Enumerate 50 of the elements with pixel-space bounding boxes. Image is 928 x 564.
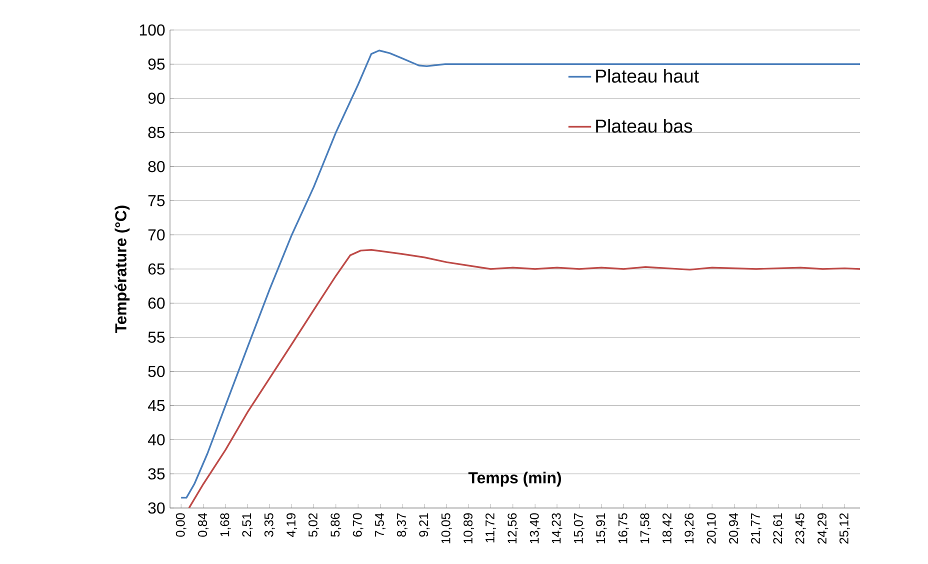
y-tick-label: 70 bbox=[148, 229, 165, 240]
x-tick-label: 1,68 bbox=[220, 513, 231, 536]
x-tick-label: 0,00 bbox=[176, 513, 186, 537]
y-tick-label: 90 bbox=[148, 92, 165, 104]
x-tick-label: 23,45 bbox=[795, 513, 806, 544]
x-tick-label: 8,37 bbox=[396, 513, 408, 537]
y-tick-label: 40 bbox=[148, 434, 165, 446]
x-tick-label: 6,70 bbox=[352, 513, 364, 537]
x-tick-label: 5,86 bbox=[330, 513, 342, 537]
y-axis-title: Température (°C) bbox=[114, 206, 130, 333]
x-tick-label: 14,23 bbox=[552, 513, 562, 544]
x-tick-label: 24,29 bbox=[818, 513, 828, 544]
x-tick-label: 7,54 bbox=[375, 513, 386, 537]
x-tick-label: 12,56 bbox=[508, 513, 518, 544]
x-tick-label: 19,26 bbox=[684, 513, 696, 544]
y-tick-label: 80 bbox=[148, 160, 165, 172]
x-tick-label: 17,58 bbox=[640, 513, 651, 544]
y-tick-label: 35 bbox=[148, 468, 165, 480]
x-tick-label: 0,84 bbox=[198, 513, 209, 537]
x-tick-label: 15,07 bbox=[574, 513, 584, 544]
x-tick-label: 22,61 bbox=[773, 513, 784, 544]
y-tick-label: 85 bbox=[148, 126, 165, 138]
y-tick-label: 95 bbox=[148, 58, 165, 70]
y-tick-label: 75 bbox=[148, 195, 165, 206]
x-tick-label: 11,72 bbox=[485, 513, 496, 542]
x-tick-label: 5,02 bbox=[308, 513, 319, 537]
x-tick-label: 21,77 bbox=[750, 513, 762, 544]
y-tick-label: 55 bbox=[148, 332, 165, 343]
x-tick-label: 9,21 bbox=[419, 513, 430, 537]
x-tick-label: 13,40 bbox=[530, 513, 540, 544]
y-tick-label: 50 bbox=[148, 366, 165, 378]
y-tick-label: 100 bbox=[140, 24, 165, 36]
x-tick-label: 4,19 bbox=[286, 513, 298, 537]
legend-label: Plateau bas bbox=[596, 119, 692, 133]
y-tick-label: 65 bbox=[148, 263, 165, 275]
x-tick-label: 10,05 bbox=[441, 513, 452, 544]
x-tick-label: 16,75 bbox=[618, 513, 629, 544]
x-tick-label: 3,35 bbox=[264, 513, 275, 537]
legend-label: Plateau haut bbox=[596, 69, 699, 83]
x-tick-label: 18,42 bbox=[662, 513, 673, 544]
y-tick-label: 30 bbox=[148, 502, 165, 514]
x-axis-title: Temps (min) bbox=[468, 472, 561, 487]
y-tick-label: 60 bbox=[148, 298, 165, 309]
x-tick-label: 15,91 bbox=[596, 513, 607, 544]
y-tick-label: 45 bbox=[148, 400, 165, 412]
x-tick-label: 2,51 bbox=[242, 513, 253, 537]
x-tick-label: 10,89 bbox=[464, 513, 474, 544]
x-tick-label: 25,12 bbox=[839, 513, 850, 544]
x-tick-label: 20,10 bbox=[706, 513, 718, 544]
x-tick-label: 20,94 bbox=[729, 513, 740, 544]
